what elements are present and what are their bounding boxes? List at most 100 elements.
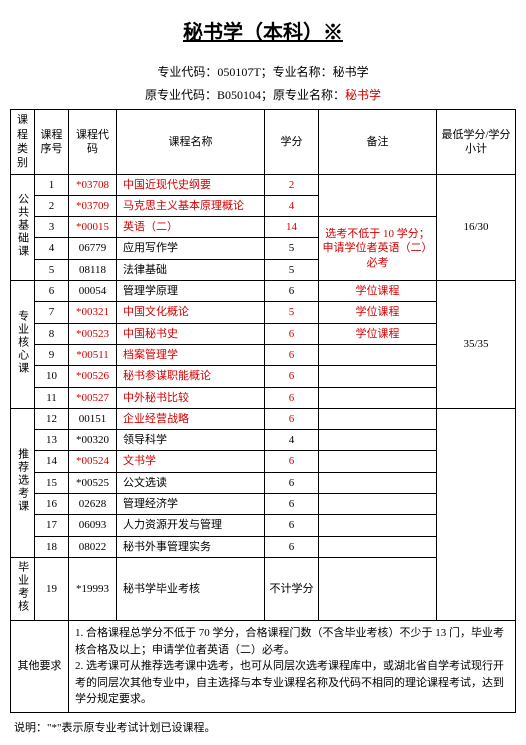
cell-min: 35/35	[437, 281, 516, 409]
cell-code: 02628	[69, 494, 117, 515]
cell-code: 00151	[69, 408, 117, 429]
cell-name: 公文选读	[117, 472, 265, 493]
cell-code: 06093	[69, 515, 117, 536]
cell-credit: 2	[265, 174, 319, 195]
cell-name: 中国文化概论	[117, 302, 265, 323]
group-label: 公共基础课	[11, 174, 35, 280]
cell-code: *00526	[69, 366, 117, 387]
cell-remark	[319, 344, 437, 365]
cell-code: *03708	[69, 174, 117, 195]
cell-seq: 16	[35, 494, 69, 515]
cell-credit: 6	[265, 366, 319, 387]
cell-remark	[319, 472, 437, 493]
cell-name: 企业经营战略	[117, 408, 265, 429]
cell-credit: 4	[265, 430, 319, 451]
table-row: 公共基础课1*03708中国近现代史纲要216/30	[11, 174, 516, 195]
cell-credit: 6	[265, 494, 319, 515]
cell-name: 中国近现代史纲要	[117, 174, 265, 195]
footnote: 说明："*"表示原专业考试计划已设课程。	[10, 719, 516, 735]
cell-seq: 10	[35, 366, 69, 387]
cell-code: *00015	[69, 217, 117, 238]
cell-remark	[319, 494, 437, 515]
meta-line-2: 原专业代码：B050104；原专业名称：秘书学	[10, 86, 516, 105]
header-name: 课程名称	[117, 110, 265, 174]
cell-code: *00511	[69, 344, 117, 365]
cell-seq: 17	[35, 515, 69, 536]
cell-seq: 5	[35, 259, 69, 280]
cell-remark	[319, 174, 437, 217]
cell-code: *00523	[69, 323, 117, 344]
cell-name: 中外秘书比较	[117, 387, 265, 408]
header-type: 课程类别	[11, 110, 35, 174]
cell-name: 文书学	[117, 451, 265, 472]
cell-code: *00320	[69, 430, 117, 451]
cell-code: *00524	[69, 451, 117, 472]
cell-credit: 6	[265, 472, 319, 493]
cell-code: *00525	[69, 472, 117, 493]
cell-seq: 9	[35, 344, 69, 365]
cell-code: *03709	[69, 195, 117, 216]
meta-line-2-red: 秘书学	[345, 88, 381, 102]
cell-credit: 6	[265, 536, 319, 557]
table-row: 专业核心课600054管理学原理6学位课程35/35	[11, 281, 516, 302]
curriculum-table: 课程类别 课程序号 课程代码 课程名称 学分 备注 最低学分/学分小计 公共基础…	[10, 109, 516, 712]
cell-code: 08022	[69, 536, 117, 557]
cell-credit: 4	[265, 195, 319, 216]
cell-seq: 19	[35, 557, 69, 620]
header-seq: 课程序号	[35, 110, 69, 174]
cell-seq: 14	[35, 451, 69, 472]
cell-remark: 学位课程	[319, 302, 437, 323]
cell-credit: 6	[265, 344, 319, 365]
cell-remark: 学位课程	[319, 281, 437, 302]
cell-seq: 18	[35, 536, 69, 557]
header-min: 最低学分/学分小计	[437, 110, 516, 174]
group-label: 专业核心课	[11, 281, 35, 409]
cell-seq: 1	[35, 174, 69, 195]
header-code: 课程代码	[69, 110, 117, 174]
cell-name: 秘书学毕业考核	[117, 557, 265, 620]
other-content: 1. 合格课程总学分不低于 70 学分，合格课程门数（不含毕业考核）不少于 13…	[69, 621, 516, 713]
group-label: 推荐选考课	[11, 408, 35, 557]
cell-credit: 6	[265, 451, 319, 472]
cell-remark	[319, 430, 437, 451]
cell-remark	[319, 451, 437, 472]
cell-code: 06779	[69, 238, 117, 259]
other-requirements-row: 其他要求1. 合格课程总学分不低于 70 学分，合格课程门数（不含毕业考核）不少…	[11, 621, 516, 713]
cell-remark	[319, 536, 437, 557]
cell-name: 法律基础	[117, 259, 265, 280]
cell-credit: 不计学分	[265, 557, 319, 620]
cell-remark	[319, 366, 437, 387]
header-credit: 学分	[265, 110, 319, 174]
cell-credit: 6	[265, 408, 319, 429]
cell-name: 英语（二）	[117, 217, 265, 238]
cell-remark	[319, 515, 437, 536]
cell-name: 秘书外事管理实务	[117, 536, 265, 557]
cell-code: *00527	[69, 387, 117, 408]
cell-credit: 14	[265, 217, 319, 238]
cell-remark	[319, 557, 437, 620]
cell-seq: 12	[35, 408, 69, 429]
cell-name: 人力资源开发与管理	[117, 515, 265, 536]
cell-name: 领导科学	[117, 430, 265, 451]
cell-min: 16/30	[437, 174, 516, 280]
other-label: 其他要求	[11, 621, 69, 713]
cell-credit: 6	[265, 515, 319, 536]
cell-credit: 6	[265, 387, 319, 408]
cell-seq: 13	[35, 430, 69, 451]
cell-code: *19993	[69, 557, 117, 620]
page-title: 秘书学（本科）※	[10, 16, 516, 45]
cell-name: 管理经济学	[117, 494, 265, 515]
cell-seq: 15	[35, 472, 69, 493]
cell-seq: 7	[35, 302, 69, 323]
cell-code: 00054	[69, 281, 117, 302]
cell-credit: 6	[265, 281, 319, 302]
cell-code: *00321	[69, 302, 117, 323]
cell-name: 马克思主义基本原理概论	[117, 195, 265, 216]
table-row: 推荐选考课1200151企业经营战略6	[11, 408, 516, 429]
cell-remark: 选考不低于 10 学分；申请学位者英语（二）必考	[319, 217, 437, 281]
cell-seq: 2	[35, 195, 69, 216]
meta-line-2-prefix: 原专业代码：B050104；原专业名称：	[145, 88, 345, 102]
cell-remark	[319, 408, 437, 429]
cell-remark	[319, 387, 437, 408]
cell-credit: 5	[265, 238, 319, 259]
